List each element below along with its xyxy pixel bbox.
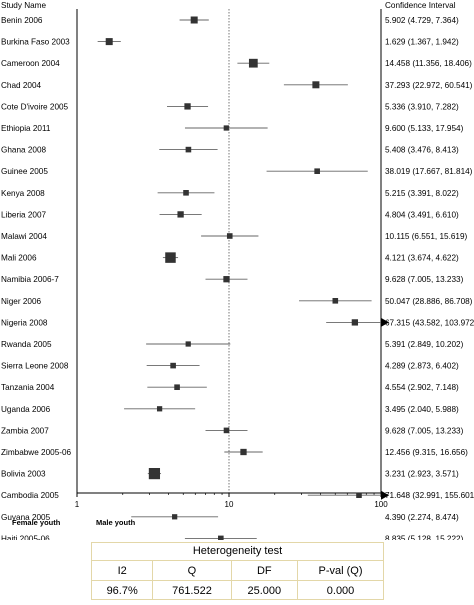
point-estimate-marker bbox=[185, 146, 192, 153]
point-estimate-marker bbox=[170, 362, 176, 369]
study-ci-text: 1.629 (1.367, 1.942) bbox=[385, 38, 459, 47]
point-estimate-marker bbox=[351, 319, 359, 326]
point-estimate-marker bbox=[190, 16, 198, 24]
value-q: 761.522 bbox=[152, 580, 232, 600]
point-estimate-marker bbox=[177, 211, 184, 218]
study-ci-text: 5.902 (4.729, 7.364) bbox=[385, 16, 459, 25]
heterogeneity-header-row: I2 Q DF P-val (Q) bbox=[92, 561, 383, 581]
x-tick-label: 10 bbox=[225, 500, 234, 509]
study-ci-text: 4.121 (3.674, 4.622) bbox=[385, 254, 459, 263]
study-ci-text: 5.391 (2.849, 10.202) bbox=[385, 340, 464, 349]
study-name: Ghana 2008 bbox=[1, 146, 47, 155]
study-ci-text: 71.648 (32.991, 155.601) bbox=[385, 491, 474, 500]
study-name: Uganda 2006 bbox=[1, 405, 51, 414]
point-estimate-marker bbox=[312, 81, 320, 89]
ci-arrow bbox=[381, 490, 389, 500]
study-ci-text: 9.600 (5.133, 17.954) bbox=[385, 124, 464, 133]
study-name: Guyana 2005 bbox=[1, 513, 51, 522]
study-name: Zimbabwe 2005-06 bbox=[1, 448, 72, 457]
study-name: Malawi 2004 bbox=[1, 232, 47, 241]
point-estimate-marker bbox=[165, 252, 176, 263]
study-name: Guinee 2005 bbox=[1, 167, 48, 176]
value-i2: 96.7% bbox=[92, 580, 154, 600]
point-estimate-marker bbox=[184, 103, 191, 110]
study-name: Benin 2006 bbox=[1, 16, 43, 25]
heterogeneity-value-row: 96.7% 761.522 25.000 0.000 bbox=[92, 580, 383, 600]
study-ci-text: 4.390 (2.274, 8.474) bbox=[385, 513, 459, 522]
study-ci-text: 37.293 (22.972, 60.541) bbox=[385, 81, 473, 90]
value-pval: 0.000 bbox=[326, 584, 355, 597]
study-ci-text: 9.628 (7.005, 13.233) bbox=[385, 426, 464, 435]
study-name: Zambia 2007 bbox=[1, 426, 49, 435]
point-estimate-marker bbox=[183, 190, 189, 196]
study-name: Liberia 2007 bbox=[1, 210, 47, 219]
heterogeneity-grid: I2 Q DF P-val (Q) 96.7% 761.522 25.000 0… bbox=[92, 561, 383, 600]
study-name: Bolivia 2003 bbox=[1, 470, 46, 479]
ci-arrow bbox=[381, 317, 389, 327]
x-tick-label: 100 bbox=[374, 500, 388, 509]
study-ci-text: 3.495 (2.040, 5.988) bbox=[385, 405, 459, 414]
study-ci-text: 3.231 (2.923, 3.571) bbox=[385, 470, 459, 479]
value-df: 25.000 bbox=[231, 580, 299, 600]
study-name: Haiti 2005-06 bbox=[1, 534, 50, 540]
study-ci-text: 10.115 (6.551, 15.619) bbox=[385, 232, 468, 241]
study-name: Nigeria 2008 bbox=[1, 318, 48, 327]
study-name: Cambodia 2005 bbox=[1, 491, 59, 500]
heterogeneity-title: Heterogeneity test bbox=[92, 543, 383, 561]
study-ci-text: 9.628 (7.005, 13.233) bbox=[385, 275, 464, 284]
study-ci-text: 50.047 (28.886, 86.708) bbox=[385, 297, 473, 306]
header-confidence-interval: Confidence Interval bbox=[385, 1, 456, 10]
study-name: Kenya 2008 bbox=[1, 189, 45, 198]
study-ci-text: 8.835 (5.128, 15.222) bbox=[385, 534, 464, 540]
header-q: Q bbox=[152, 561, 232, 581]
header-pval: P-val (Q) bbox=[297, 561, 383, 581]
point-estimate-marker bbox=[174, 384, 180, 390]
point-estimate-marker bbox=[223, 276, 230, 283]
point-estimate-marker bbox=[240, 448, 247, 456]
study-name: Rwanda 2005 bbox=[1, 340, 52, 349]
point-estimate-marker bbox=[105, 38, 113, 46]
header-i2: I2 bbox=[92, 561, 154, 581]
heterogeneity-table: Heterogeneity test I2 Q DF P-val (Q) 96.… bbox=[91, 542, 384, 600]
point-estimate-marker bbox=[226, 233, 233, 239]
point-estimate-marker bbox=[248, 58, 258, 68]
study-ci-text: 67.315 (43.582, 103.972) bbox=[385, 318, 474, 327]
study-ci-text: 4.554 (2.902, 7.148) bbox=[385, 383, 459, 392]
forest-plot: Study Name Confidence Interval 1 10 100 Femal… bbox=[1, 1, 474, 540]
point-estimate-marker bbox=[172, 514, 178, 520]
study-name: Namibia 2006-7 bbox=[1, 275, 59, 284]
study-name: Niger 2006 bbox=[1, 297, 42, 306]
study-name: Cameroon 2004 bbox=[1, 59, 60, 68]
label-female-youth: Female youth bbox=[12, 518, 61, 527]
point-estimate-marker bbox=[148, 468, 161, 480]
label-male-youth: Male youth bbox=[96, 518, 136, 527]
study-name: Cote D'ivoire 2005 bbox=[1, 102, 69, 111]
study-ci-text: 4.804 (3.491, 6.610) bbox=[385, 210, 459, 219]
point-estimate-marker bbox=[156, 406, 163, 412]
study-ci-text: 5.215 (3.391, 8.022) bbox=[385, 189, 459, 198]
header-df: DF bbox=[231, 561, 299, 581]
study-name: Sierra Leone 2008 bbox=[1, 362, 69, 371]
study-ci-text: 14.458 (11.356, 18.406) bbox=[385, 59, 472, 68]
point-estimate-marker bbox=[223, 125, 229, 131]
study-name: Tanzania 2004 bbox=[1, 383, 55, 392]
x-tick-label: 1 bbox=[75, 500, 80, 509]
study-name: Mali 2006 bbox=[1, 254, 37, 263]
point-estimate-marker bbox=[218, 535, 224, 540]
point-estimate-marker bbox=[332, 298, 339, 304]
study-ci-text: 5.408 (3.476, 8.413) bbox=[385, 146, 459, 155]
study-name: Burkina Faso 2003 bbox=[1, 38, 70, 47]
study-ci-text: 4.289 (2.873, 6.402) bbox=[385, 362, 459, 371]
point-estimate-marker bbox=[185, 341, 191, 347]
point-estimate-marker bbox=[356, 492, 362, 498]
point-estimate-marker bbox=[223, 427, 230, 434]
header-study-name: Study Name bbox=[1, 1, 46, 10]
point-estimate-marker bbox=[314, 168, 320, 174]
study-ci-text: 5.336 (3.910, 7.282) bbox=[385, 102, 459, 111]
study-ci-text: 38.019 (17.667, 81.814) bbox=[385, 167, 473, 176]
study-name: Chad 2004 bbox=[1, 81, 42, 90]
study-name: Ethiopia 2011 bbox=[1, 124, 51, 133]
study-ci-text: 12.456 (9.315, 16.656) bbox=[385, 448, 468, 457]
